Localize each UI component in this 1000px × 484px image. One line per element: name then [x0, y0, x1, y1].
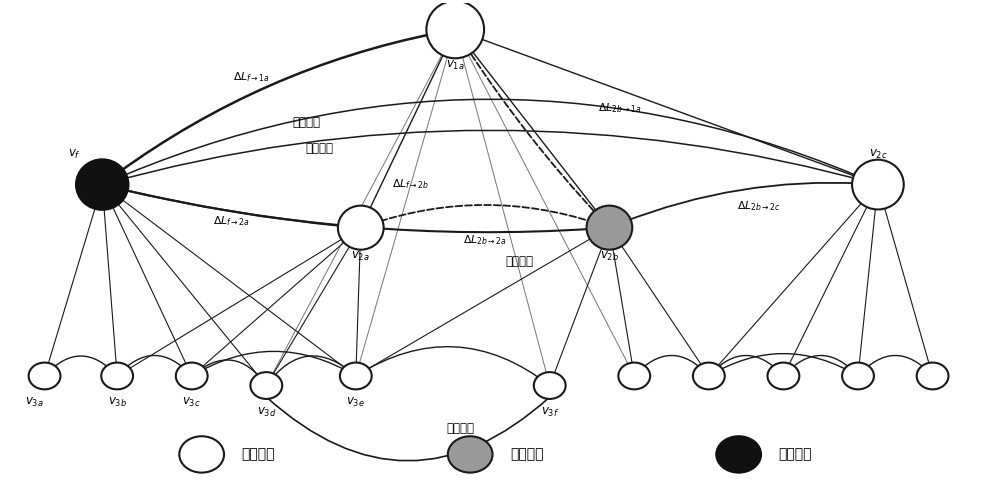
Text: $v_{2b}$: $v_{2b}$	[600, 250, 619, 263]
Ellipse shape	[852, 160, 904, 210]
Ellipse shape	[29, 363, 60, 389]
Ellipse shape	[842, 363, 874, 389]
Text: 内部协同: 内部协同	[506, 255, 534, 268]
Text: $\Delta L_{2b\rightarrow 2a}$: $\Delta L_{2b\rightarrow 2a}$	[463, 233, 507, 247]
Text: $v_{1a}$: $v_{1a}$	[446, 59, 465, 72]
Text: 失效节点: 失效节点	[778, 447, 812, 461]
Ellipse shape	[426, 1, 484, 58]
Ellipse shape	[338, 206, 384, 250]
Text: $v_{3a}$: $v_{3a}$	[25, 396, 44, 409]
Ellipse shape	[448, 436, 493, 472]
Ellipse shape	[76, 160, 128, 210]
Text: 越级指挥: 越级指挥	[305, 142, 333, 155]
Text: 按级指挥: 按级指挥	[292, 116, 320, 129]
Text: 外部协同: 外部协同	[446, 422, 474, 435]
Ellipse shape	[618, 363, 650, 389]
Text: $v_{3b}$: $v_{3b}$	[108, 396, 127, 409]
Text: $\Delta L_{2b\rightarrow 2c}$: $\Delta L_{2b\rightarrow 2c}$	[737, 199, 780, 212]
Ellipse shape	[693, 363, 725, 389]
Ellipse shape	[768, 363, 799, 389]
Ellipse shape	[176, 363, 208, 389]
Text: $v_{3f}$: $v_{3f}$	[541, 406, 559, 419]
Text: $v_{2a}$: $v_{2a}$	[351, 250, 370, 263]
Ellipse shape	[716, 436, 761, 472]
Text: $\Delta L_{2b\rightarrow 1a}$: $\Delta L_{2b\rightarrow 1a}$	[598, 101, 641, 115]
Ellipse shape	[101, 363, 133, 389]
Text: 过载节点: 过载节点	[510, 447, 543, 461]
Ellipse shape	[179, 436, 224, 472]
Ellipse shape	[917, 363, 948, 389]
Text: $v_{3e}$: $v_{3e}$	[346, 396, 365, 409]
Text: $\Delta L_{f\rightarrow 2b}$: $\Delta L_{f\rightarrow 2b}$	[392, 178, 429, 192]
Text: $\Delta L_{f\rightarrow 2a}$: $\Delta L_{f\rightarrow 2a}$	[213, 214, 250, 228]
Ellipse shape	[587, 206, 632, 250]
Text: 正常节点: 正常节点	[241, 447, 275, 461]
Ellipse shape	[250, 372, 282, 399]
Text: $v_{2c}$: $v_{2c}$	[869, 148, 887, 161]
Ellipse shape	[340, 363, 372, 389]
Text: $v_{3d}$: $v_{3d}$	[257, 406, 276, 419]
Ellipse shape	[534, 372, 566, 399]
Text: $\Delta L_{f\rightarrow 1a}$: $\Delta L_{f\rightarrow 1a}$	[233, 71, 270, 84]
Text: $v_f$: $v_f$	[68, 148, 81, 161]
Text: $v_{3c}$: $v_{3c}$	[182, 396, 201, 409]
